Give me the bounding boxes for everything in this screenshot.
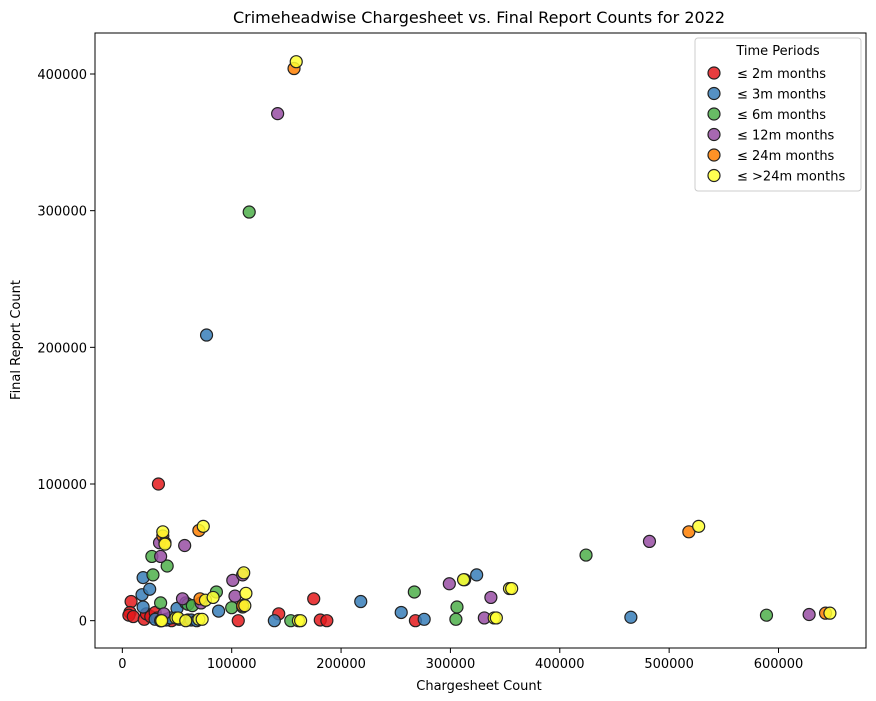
point-series-5 <box>505 581 519 596</box>
point-series-3 <box>178 538 192 553</box>
y-tick-label: 200000 <box>37 341 87 356</box>
point-series-1 <box>211 604 226 618</box>
y-tick-label: 300000 <box>37 205 87 220</box>
point-series-0 <box>231 614 245 628</box>
point-series-1 <box>354 594 368 609</box>
chart-title: Crimeheadwise Chargesheet vs. Final Repo… <box>233 8 725 27</box>
point-series-0 <box>320 614 334 628</box>
point-series-5 <box>238 599 252 613</box>
point-series-5 <box>294 614 308 628</box>
point-series-2 <box>225 601 239 615</box>
x-axis-label: Chargesheet Count <box>416 679 542 694</box>
point-series-5 <box>179 614 193 628</box>
y-axis: 0 100000 200000 300000 400000 <box>37 68 95 630</box>
y-tick-label: 400000 <box>37 68 87 83</box>
legend-marker <box>707 148 721 162</box>
point-series-5 <box>237 566 251 580</box>
point-series-3 <box>442 577 456 591</box>
x-tick-label: 400000 <box>535 657 585 672</box>
point-series-3 <box>802 607 816 622</box>
legend-marker <box>707 168 721 183</box>
x-tick-label: 500000 <box>644 657 694 672</box>
y-tick-label: 0 <box>79 615 87 630</box>
point-series-5 <box>158 537 172 551</box>
x-tick-label: 100000 <box>207 657 257 672</box>
legend-marker <box>707 107 721 121</box>
point-series-2 <box>759 608 774 622</box>
legend-box <box>694 37 862 192</box>
point-series-5 <box>489 611 503 625</box>
x-tick-label: 300000 <box>426 657 476 672</box>
point-series-1 <box>470 568 484 582</box>
point-series-2 <box>449 612 463 626</box>
data-points <box>122 55 837 628</box>
point-series-3 <box>175 592 190 606</box>
legend-label: ≤ 6m months <box>737 108 826 123</box>
x-tick-label: 600000 <box>754 657 804 672</box>
point-series-0 <box>124 594 138 609</box>
point-series-5 <box>206 590 220 605</box>
x-tick-label: 0 <box>118 657 126 672</box>
point-series-2 <box>407 585 421 599</box>
y-axis-label: Final Report Count <box>9 280 24 400</box>
point-series-1 <box>136 600 150 614</box>
point-series-5 <box>239 586 253 600</box>
point-series-0 <box>307 592 321 606</box>
legend: Time Periods ≤ 2m months ≤ 3m months ≤ 6m … <box>694 37 862 192</box>
point-series-0 <box>151 477 166 491</box>
legend-marker <box>707 127 721 142</box>
x-tick-label: 200000 <box>316 657 366 672</box>
point-series-1 <box>267 614 281 628</box>
point-series-5 <box>289 55 303 69</box>
point-series-3 <box>154 549 168 564</box>
point-series-5 <box>156 525 170 539</box>
point-series-3 <box>271 107 285 121</box>
legend-title: Time Periods <box>735 44 819 59</box>
legend-label: ≤ 12m months <box>737 129 835 144</box>
legend-marker <box>707 66 721 80</box>
point-series-2 <box>242 205 256 219</box>
legend-label: ≤ 2m months <box>737 67 826 82</box>
point-series-1 <box>199 328 214 342</box>
point-series-4 <box>682 525 696 539</box>
point-series-5 <box>823 606 837 620</box>
legend-label: ≤ 3m months <box>737 88 826 103</box>
point-series-3 <box>484 590 498 605</box>
legend-label: ≤ >24m months <box>737 170 845 185</box>
point-series-1 <box>624 610 638 624</box>
point-series-5 <box>456 573 471 587</box>
point-series-5 <box>692 519 706 533</box>
point-series-1 <box>394 605 408 620</box>
point-series-5 <box>195 612 209 626</box>
point-series-2 <box>154 596 168 610</box>
legend-marker <box>707 86 721 101</box>
point-series-2 <box>160 559 174 573</box>
point-series-3 <box>226 573 240 587</box>
point-series-0 <box>126 609 140 624</box>
x-axis: 0 100000 200000 300000 400000 500000 600000 <box>118 648 803 672</box>
point-series-2 <box>579 548 593 562</box>
point-series-2 <box>146 568 160 582</box>
point-series-5 <box>196 519 210 533</box>
point-series-5 <box>155 614 169 628</box>
point-series-2 <box>450 600 464 614</box>
point-series-1 <box>417 612 431 626</box>
point-series-1 <box>143 582 157 596</box>
y-tick-label: 100000 <box>37 478 87 493</box>
point-series-3 <box>642 534 657 549</box>
legend-label: ≤ 24m months <box>737 149 835 164</box>
